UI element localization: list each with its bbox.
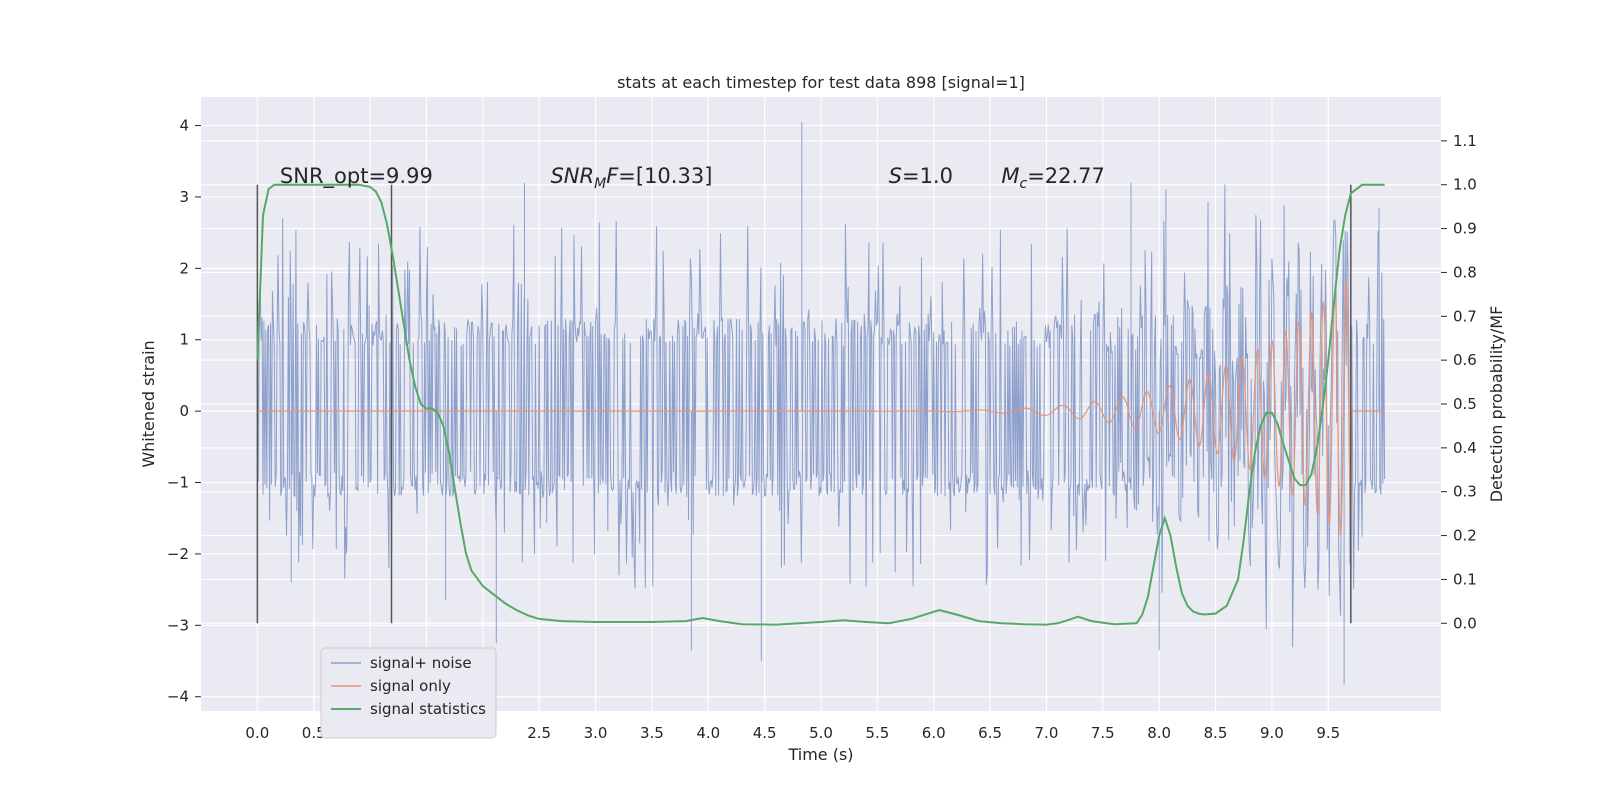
y-tick-label: 3 (179, 188, 189, 206)
x-tick-label: 6.0 (922, 724, 946, 742)
chart-title: stats at each timestep for test data 898… (617, 73, 1025, 92)
y2-tick-label: 0.4 (1453, 439, 1477, 457)
snr-mf-annotation: SNRMF=[10.33] (550, 164, 712, 192)
x-tick-label: 3.5 (640, 724, 664, 742)
x-tick-label: 0.5 (302, 724, 326, 742)
legend-label-signal: signal only (370, 677, 451, 695)
x-tick-label: 8.0 (1147, 724, 1171, 742)
y2-tick-label: 0.0 (1453, 614, 1477, 632)
x-tick-label: 6.5 (978, 724, 1002, 742)
x-tick-label: 2.5 (527, 724, 551, 742)
y-tick-label: −3 (167, 616, 189, 634)
legend-label-statistics: signal statistics (370, 700, 486, 718)
y-tick-label: −1 (167, 474, 189, 492)
mc-annotation: Mc=22.77 (1001, 164, 1105, 192)
y-tick-label: 1 (179, 331, 189, 349)
y2-tick-label: 0.8 (1453, 263, 1477, 281)
y2-tick-label: 1.0 (1453, 176, 1477, 194)
x-tick-label: 4.5 (753, 724, 777, 742)
legend-label-noise: signal+ noise (370, 654, 472, 672)
y-tick-label: 4 (179, 117, 189, 135)
y2-tick-label: 0.9 (1453, 220, 1477, 238)
y2-axis-title: Detection probability/MF (1487, 306, 1506, 503)
noise-series (256, 122, 1386, 685)
noise-series-line (256, 122, 1386, 685)
y2-tick-label: 0.2 (1453, 527, 1477, 545)
legend-box (320, 647, 497, 739)
x-axis-title: Time (s) (787, 745, 853, 764)
y2-tick-label: 0.3 (1453, 483, 1477, 501)
y2-tick-label: 0.7 (1453, 307, 1477, 325)
y2-tick-label: 0.6 (1453, 351, 1477, 369)
signal-only-series-line (257, 281, 1385, 538)
x-tick-label: 8.5 (1204, 724, 1228, 742)
x-tick-label: 5.5 (865, 724, 889, 742)
legend: signal+ noise signal only signal statist… (320, 647, 497, 739)
y-tick-label: 0 (179, 402, 189, 420)
signal-statistics-series-line (256, 183, 1385, 626)
y2-tick-label: 1.1 (1453, 132, 1477, 150)
y-tick-label: −4 (167, 688, 189, 706)
x-tick-label: 0.0 (245, 724, 269, 742)
y-axis-title: Whitened strain (139, 340, 158, 467)
x-tick-label: 5.0 (809, 724, 833, 742)
y2-axis-ticks: 1.1 1.0 0.9 0.8 0.7 0.6 0.5 0.4 0.3 0.2 0.1 0.0 (1441, 132, 1477, 632)
x-tick-label: 7.5 (1091, 724, 1115, 742)
statistics-series (256, 183, 1385, 626)
signal-series (257, 281, 1385, 538)
x-tick-label: 4.0 (696, 724, 720, 742)
y-tick-label: 2 (179, 259, 189, 277)
x-tick-label: 7.0 (1035, 724, 1059, 742)
y-tick-label: −2 (167, 545, 189, 563)
x-tick-label: 3.0 (584, 724, 608, 742)
y2-tick-label: 0.5 (1453, 395, 1477, 413)
x-tick-label: 9.5 (1316, 724, 1340, 742)
snr-opt-annotation: SNR_opt=9.99 (280, 164, 433, 189)
y2-tick-label: 0.1 (1453, 570, 1477, 588)
y-axis-ticks: 4 3 2 1 0 −1 −2 −3 −4 (167, 117, 201, 706)
segment-markers (256, 184, 1352, 624)
x-tick-label: 9.0 (1260, 724, 1284, 742)
s-annotation: S=1.0 (889, 164, 953, 188)
